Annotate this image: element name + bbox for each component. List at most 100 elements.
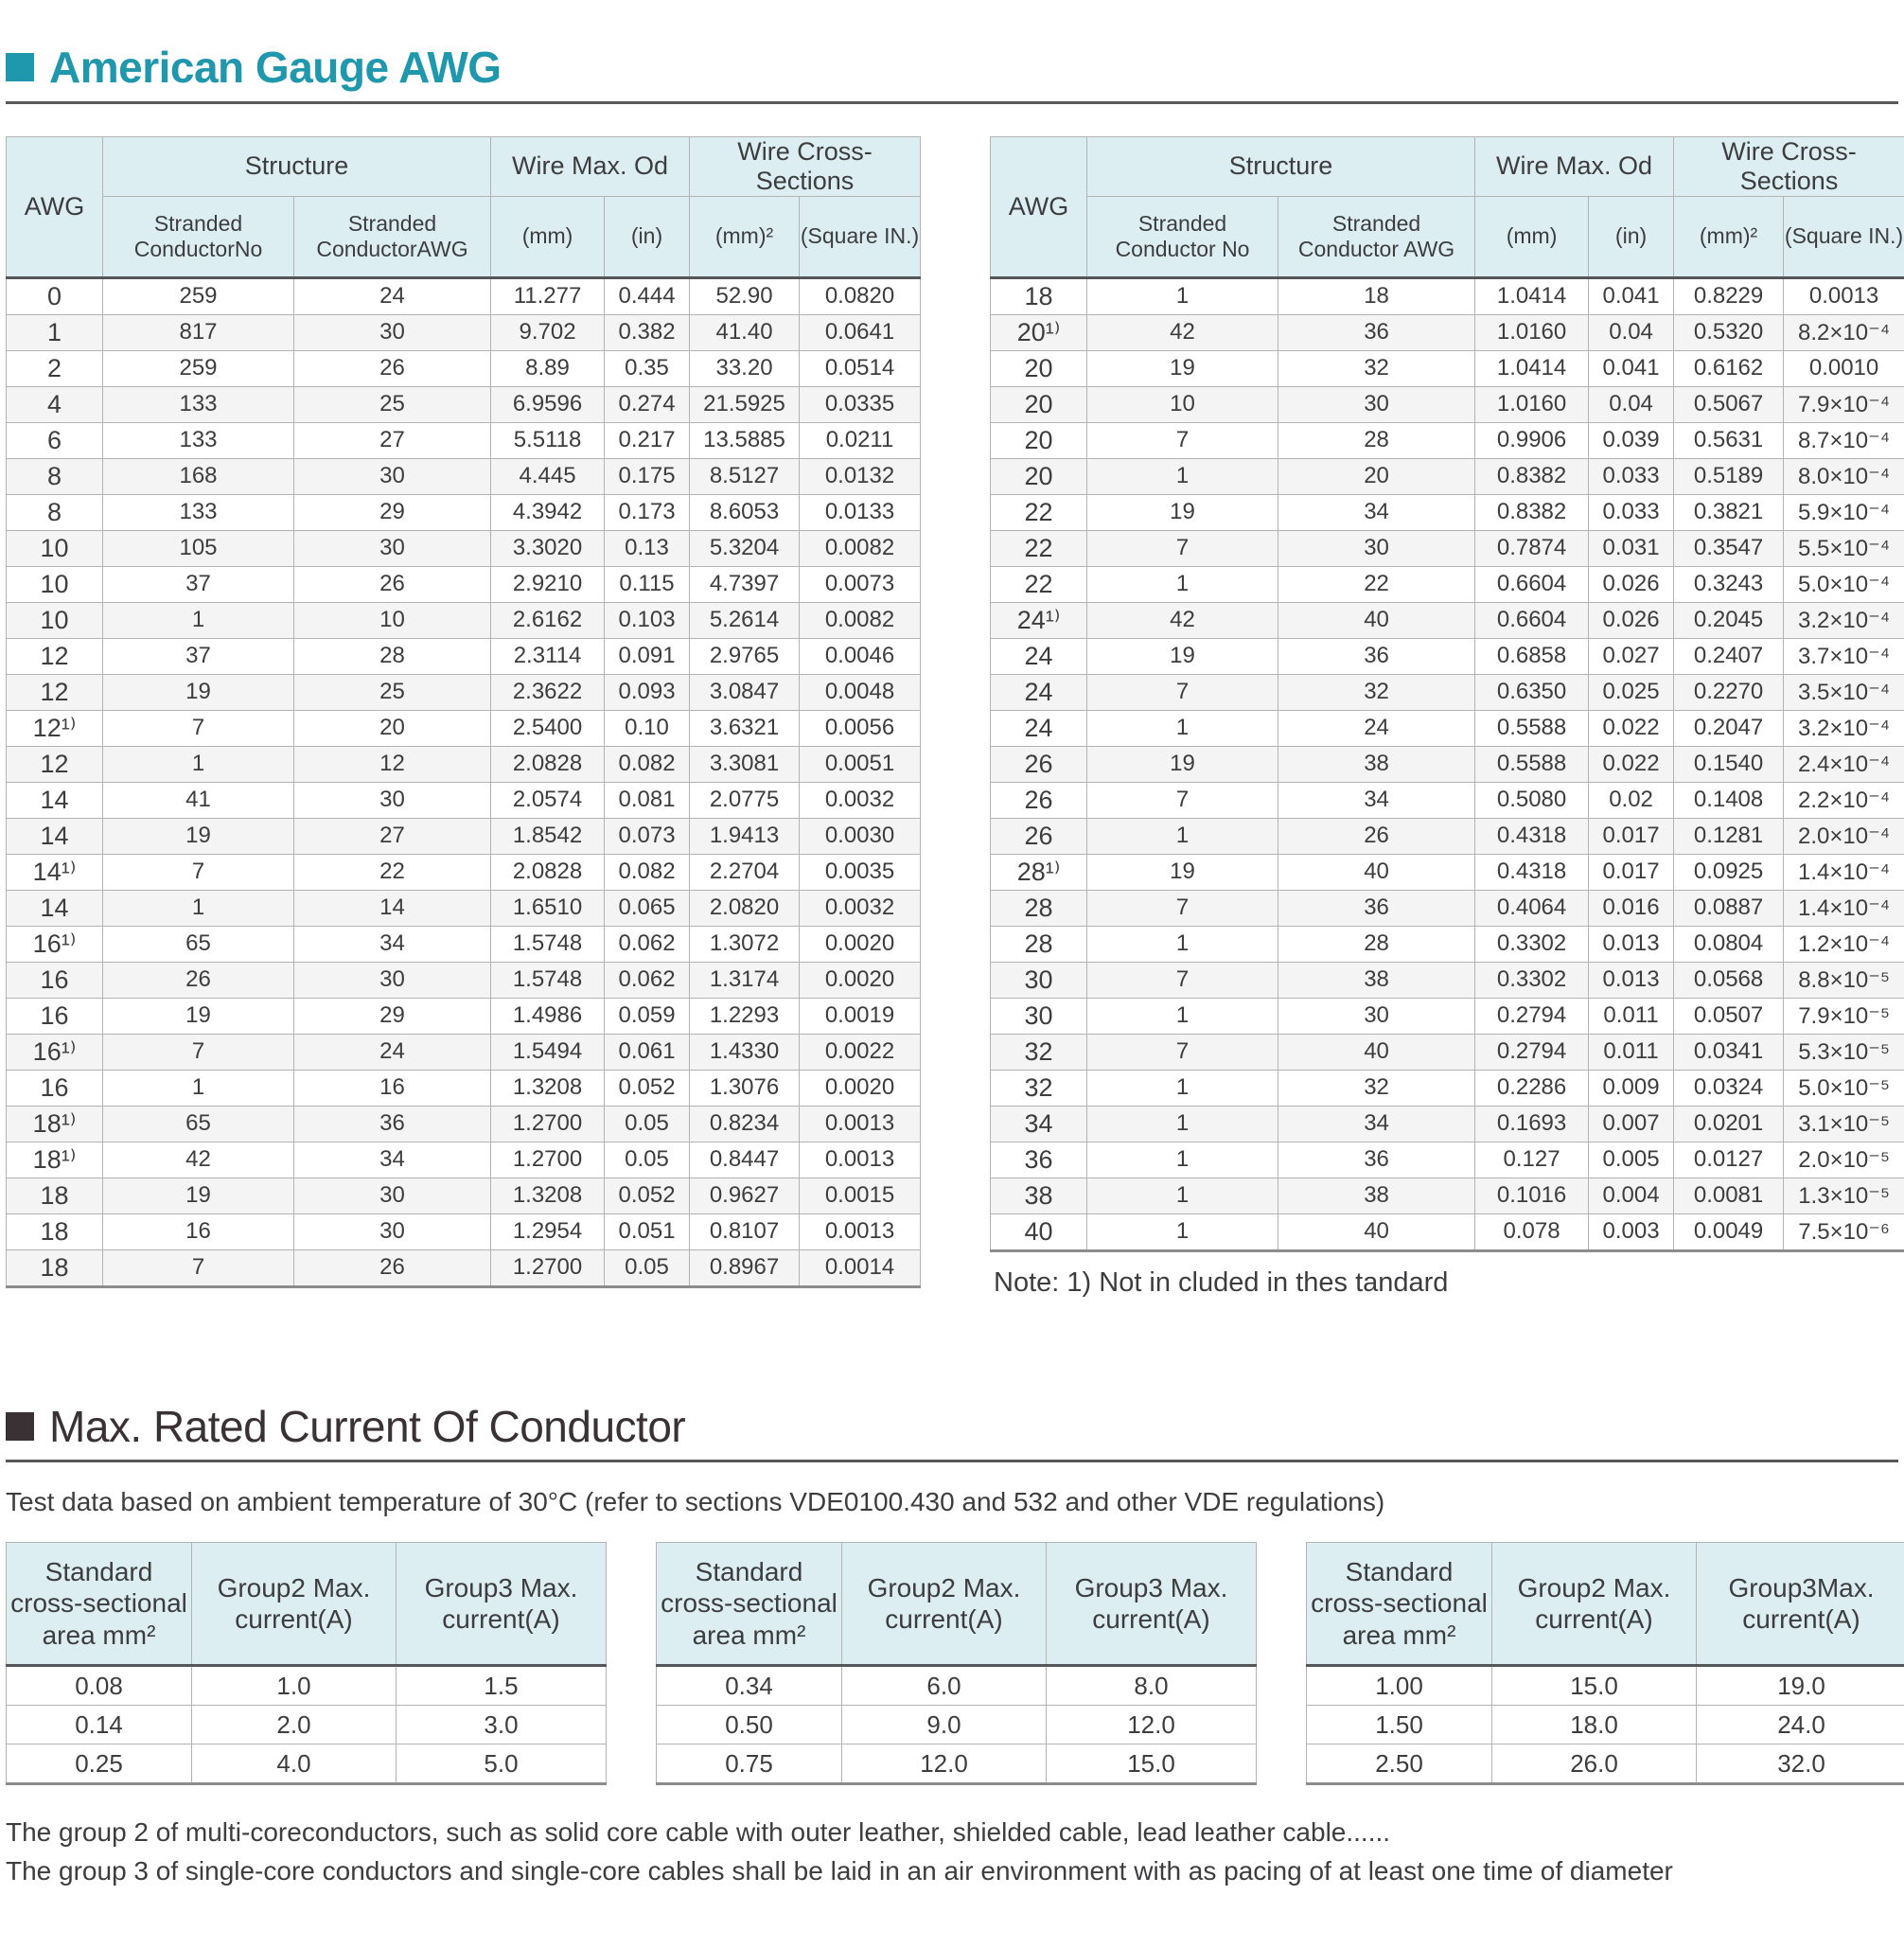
- table-cell: 6.0: [842, 1666, 1047, 1706]
- table-cell: 0.025: [1589, 674, 1674, 710]
- table-cell: 24¹⁾: [991, 602, 1087, 638]
- table-cell: 22: [991, 494, 1087, 530]
- table-cell: 30: [294, 530, 491, 566]
- column-header-square-in: (Square IN.): [1784, 196, 1904, 277]
- table-cell: 0.062: [605, 962, 690, 998]
- table-cell: 1.3208: [491, 1070, 605, 1106]
- awg-table-right-header: AWG Structure Wire Max. Od Wire Cross-Se…: [991, 136, 1904, 277]
- table-cell: 0.091: [605, 638, 690, 674]
- table-cell: 38: [1278, 1178, 1475, 1213]
- table-cell: 42: [103, 1142, 294, 1178]
- table-cell: 29: [294, 998, 491, 1034]
- table-cell: 20: [294, 710, 491, 746]
- column-header-mm: (mm): [491, 196, 605, 277]
- table-cell: 7: [103, 710, 294, 746]
- table-cell: 0.0013: [800, 1106, 921, 1142]
- table-cell: 1: [1087, 1213, 1278, 1250]
- table-cell: 30: [991, 962, 1087, 998]
- table-cell: 40: [1278, 602, 1475, 638]
- table-cell: 10: [7, 566, 103, 602]
- divider: [6, 101, 1898, 104]
- table-cell: 32: [991, 1070, 1087, 1106]
- table-cell: 1.3174: [690, 962, 800, 998]
- table-cell: 4: [7, 386, 103, 422]
- table-cell: 1.4330: [690, 1034, 800, 1070]
- table-cell: 0.041: [1589, 350, 1674, 386]
- table-cell: 28: [294, 638, 491, 674]
- table-cell: 8.0×10⁻⁴: [1784, 458, 1904, 494]
- table-cell: 32: [991, 1034, 1087, 1070]
- table-cell: 19: [1087, 854, 1278, 890]
- table-cell: 1: [1087, 1142, 1278, 1178]
- table-cell: 2.4×10⁻⁴: [1784, 746, 1904, 782]
- table-cell: 0.013: [1589, 962, 1674, 998]
- table-cell: 32: [1278, 350, 1475, 386]
- table-cell: 0.9906: [1475, 422, 1589, 458]
- table-cell: 3.0: [397, 1706, 607, 1744]
- table-cell: 1: [1087, 998, 1278, 1034]
- table-cell: 0.0048: [800, 674, 921, 710]
- table-cell: 2.0820: [690, 890, 800, 926]
- table-cell: 20: [991, 350, 1087, 386]
- table-cell: 1: [1087, 818, 1278, 854]
- table-cell: 2.3622: [491, 674, 605, 710]
- table-cell: 0.0127: [1674, 1142, 1784, 1178]
- table-cell: 18: [1278, 277, 1475, 314]
- table-cell: 0.2270: [1674, 674, 1784, 710]
- table-cell: 37: [103, 638, 294, 674]
- column-header-in: (in): [605, 196, 690, 277]
- table-cell: 0.004: [1589, 1178, 1674, 1213]
- table-cell: 0.2407: [1674, 638, 1784, 674]
- table-cell: 7.9×10⁻⁵: [1784, 998, 1904, 1034]
- column-group-structure: Structure: [1087, 136, 1475, 196]
- table-cell: 24: [1278, 710, 1475, 746]
- current-table-1: Standard cross-sectional area mm² Group2…: [6, 1542, 607, 1785]
- table-cell: 1: [1087, 566, 1278, 602]
- table-cell: 1.9413: [690, 818, 800, 854]
- table-cell: 0: [7, 277, 103, 314]
- table-cell: 15.0: [1047, 1744, 1257, 1784]
- table-cell: 0.5189: [1674, 458, 1784, 494]
- table-cell: 0.078: [1475, 1213, 1589, 1250]
- table-cell: 1.3×10⁻⁵: [1784, 1178, 1904, 1213]
- table-cell: 5.3204: [690, 530, 800, 566]
- current-tables-row: Standard cross-sectional area mm² Group2…: [6, 1542, 1898, 1785]
- table-cell: 8: [7, 494, 103, 530]
- table-cell: 4.0: [192, 1744, 397, 1784]
- table-cell: 0.8229: [1674, 277, 1784, 314]
- table-cell: 7.9×10⁻⁴: [1784, 386, 1904, 422]
- table-cell: 36: [1278, 314, 1475, 350]
- table-cell: 5.0×10⁻⁴: [1784, 566, 1904, 602]
- table-cell: 2.0775: [690, 782, 800, 818]
- table-cell: 1.0414: [1475, 277, 1589, 314]
- table-cell: 1.0160: [1475, 386, 1589, 422]
- table-cell: 22: [991, 566, 1087, 602]
- table-cell: 0.059: [605, 998, 690, 1034]
- table-cell: 18: [7, 1178, 103, 1213]
- table-cell: 24: [294, 277, 491, 314]
- table-cell: 16¹⁾: [7, 926, 103, 962]
- awg-tables-section: AWG Structure Wire Max. Od Wire Cross-Se…: [6, 136, 1898, 1299]
- table-cell: 0.082: [605, 854, 690, 890]
- table-cell: 0.8382: [1475, 494, 1589, 530]
- table-cell: 168: [103, 458, 294, 494]
- table-cell: 0.5067: [1674, 386, 1784, 422]
- column-header-stranded-conductor-no: Stranded Conductor No: [1087, 196, 1278, 277]
- awg-table-left-header: AWG Structure Wire Max. Od Wire Cross-Se…: [7, 136, 921, 277]
- table-cell: 18: [7, 1213, 103, 1249]
- table-cell: 12.0: [842, 1744, 1047, 1784]
- table-cell: 0.017: [1589, 854, 1674, 890]
- table-cell: 10: [294, 602, 491, 638]
- table-cell: 36: [991, 1142, 1087, 1178]
- table-cell: 0.382: [605, 314, 690, 350]
- table-cell: 1.0160: [1475, 314, 1589, 350]
- table-cell: 42: [1087, 314, 1278, 350]
- table-cell: 2.0828: [491, 746, 605, 782]
